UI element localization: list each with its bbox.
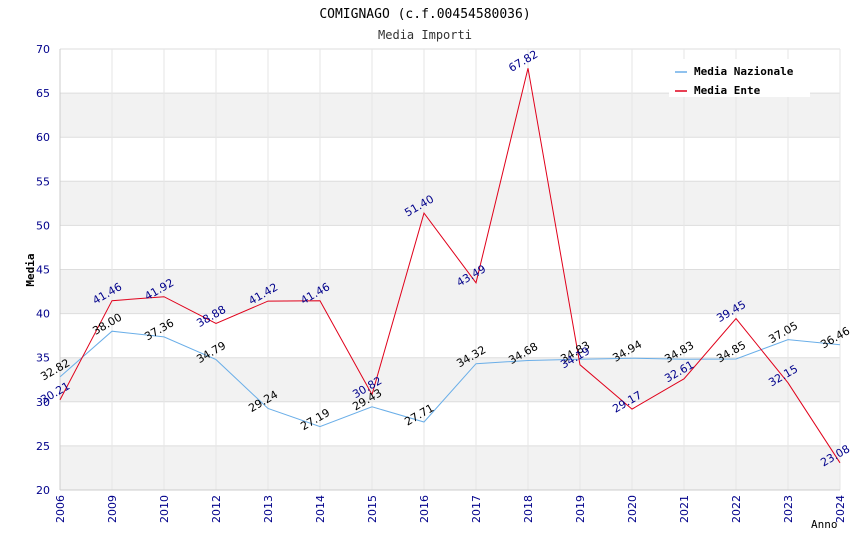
series-lines [59,68,841,464]
x-tick-label: 2015 [366,495,379,523]
x-tick-label: 2012 [210,495,223,523]
series-line-media-ente [59,68,841,464]
x-tick-label: 2024 [834,495,847,523]
y-tick-label: 35 [36,352,50,365]
x-tick-label: 2018 [522,495,535,523]
x-tick-label: 2006 [54,495,67,523]
y-tick-label: 30 [36,396,50,409]
y-tick-label: 65 [36,87,50,100]
grid-band [60,181,840,226]
x-tick-label: 2016 [418,495,431,523]
x-tick-label: 2019 [574,495,587,523]
x-tick-label: 2009 [106,495,119,523]
legend-label-media-nazionale: Media Nazionale [694,65,794,78]
x-tick-label: 2014 [314,495,327,523]
chart-subtitle: Media Importi [378,28,472,42]
x-tick-label: 2023 [782,495,795,523]
y-tick-label: 40 [36,308,50,321]
chart-title: COMIGNAGO (c.f.00454580036) [319,7,530,22]
x-tick-label: 2010 [158,495,171,523]
grid-band [60,93,840,138]
y-tick-label: 60 [36,131,50,144]
y-axis-title: Media [24,253,37,286]
legend-box [669,59,810,97]
y-tick-label: 50 [36,219,50,232]
grid-bands [60,93,840,490]
y-tick-label: 55 [36,175,50,188]
x-tick-label: 2017 [470,495,483,523]
legend-label-media-ente: Media Ente [694,84,761,97]
x-tick-label: 2022 [730,495,743,523]
y-tick-label: 25 [36,440,50,453]
legend: Media Nazionale Media Ente [669,59,810,97]
x-tick-label: 2013 [262,495,275,523]
y-tick-label: 20 [36,484,50,497]
x-tick-labels: 2006 2009 2010 2012 2013 2014 2015 2016 2017 2018… [54,495,847,523]
y-tick-labels: 20 25 30 35 40 45 50 55 60 65 70 [36,43,50,497]
y-tick-label: 70 [36,43,50,56]
grid-band [60,357,840,402]
x-axis-title: Anno [811,518,838,531]
x-tick-label: 2020 [626,495,639,523]
grid-band [60,269,840,314]
y-tick-label: 45 [36,264,50,277]
x-tick-label: 2021 [678,495,691,523]
series-line-media-nazionale [59,330,841,428]
grid-lines [59,48,841,491]
grid-band [60,445,840,490]
